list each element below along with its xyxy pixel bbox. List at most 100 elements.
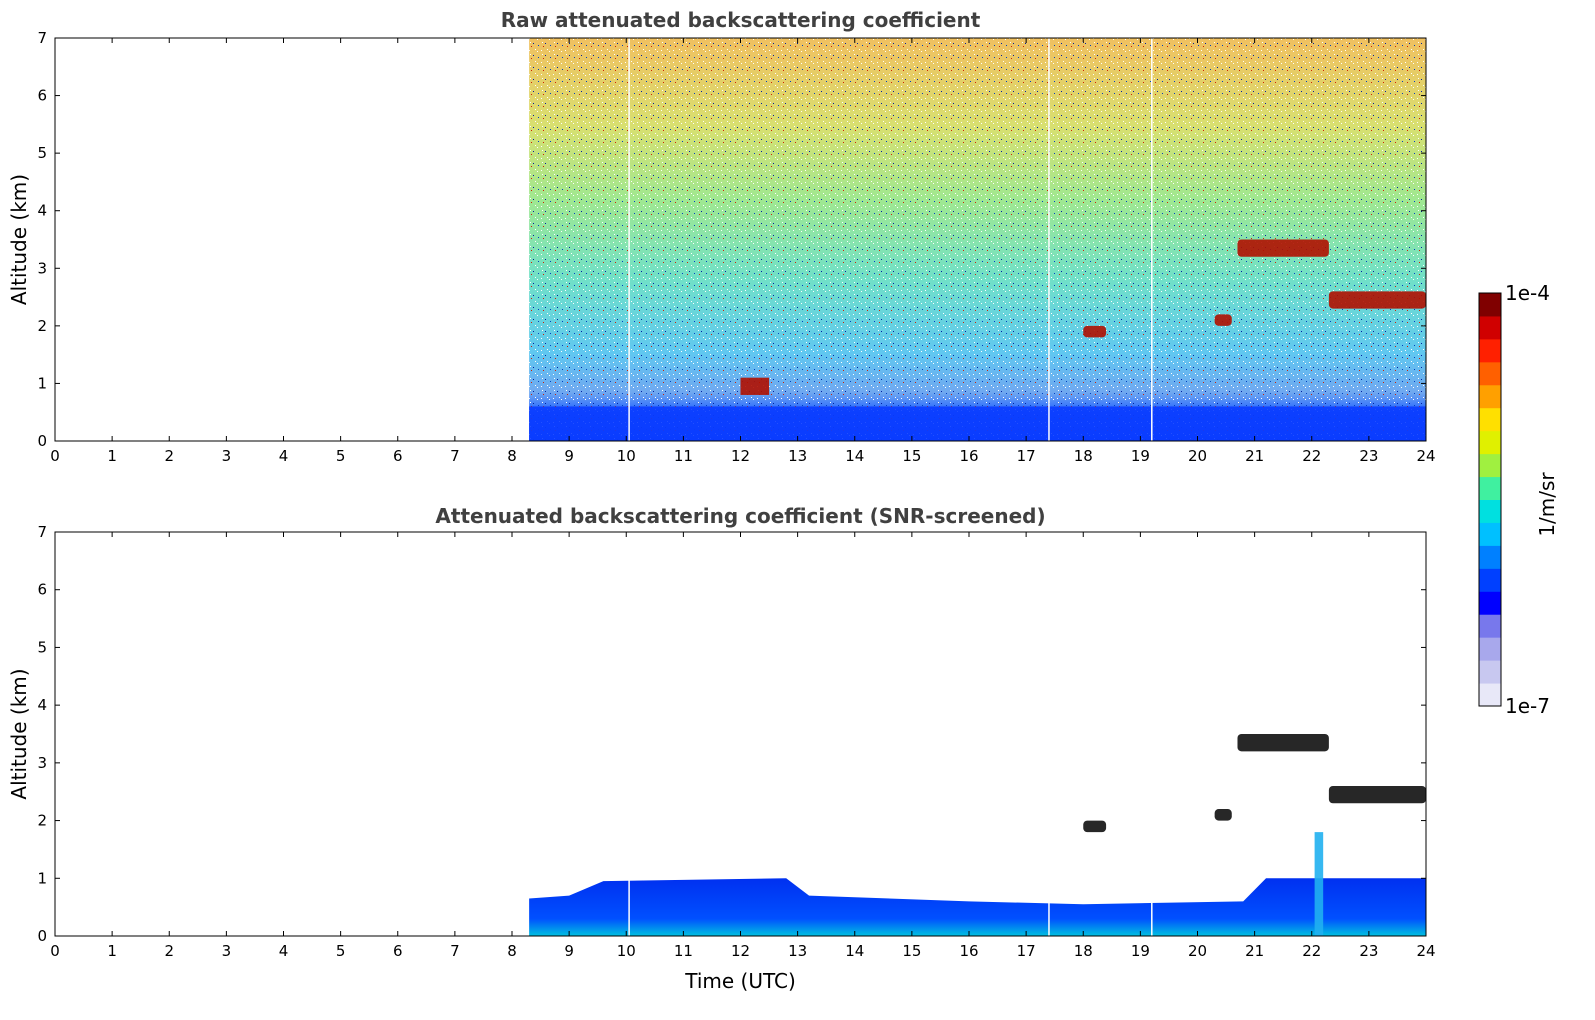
x-tick-label: 20	[1188, 447, 1207, 465]
colorbar-swatch	[1479, 568, 1501, 592]
colorbar-swatch	[1479, 614, 1501, 638]
colorbar-max-label: 1e-4	[1505, 281, 1550, 305]
colorbar-swatch	[1479, 637, 1501, 661]
heatmap-field	[529, 878, 1426, 936]
x-tick-label: 10	[617, 942, 636, 960]
chart-title: Attenuated backscattering coefficient (S…	[435, 504, 1045, 528]
colorbar-swatch	[1479, 522, 1501, 546]
x-tick-label: 14	[845, 942, 864, 960]
x-tick-label: 3	[222, 447, 232, 465]
colorbar-swatch	[1479, 315, 1501, 340]
colorbar-swatch	[1479, 338, 1501, 363]
colorbar-swatch	[1479, 384, 1501, 409]
feature-cloud-layer-6	[1328, 785, 1426, 804]
x-tick-label: 18	[1074, 942, 1093, 960]
y-tick-label: 1	[37, 869, 47, 887]
feature-cloud-layer-6	[1328, 291, 1426, 309]
colorbar-swatch	[1479, 476, 1501, 500]
y-tick-label: 6	[37, 581, 47, 599]
x-tick-label: 16	[959, 942, 978, 960]
x-tick-label: 4	[279, 942, 289, 960]
x-axis-label: Time (UTC)	[684, 969, 796, 993]
colorbar-swatch	[1479, 499, 1501, 523]
x-tick-label: 2	[164, 942, 174, 960]
x-tick-label: 17	[1017, 942, 1036, 960]
x-tick-label: 0	[50, 447, 60, 465]
x-tick-label: 3	[222, 942, 232, 960]
feature-boundary-layer-1	[529, 878, 1426, 936]
y-tick-label: 5	[37, 638, 47, 656]
y-tick-label: 4	[37, 202, 47, 220]
x-tick-label: 20	[1188, 942, 1207, 960]
feature-aerosol-cloud-layer-2	[740, 377, 770, 395]
y-tick-label: 6	[37, 87, 47, 105]
x-tick-label: 11	[674, 942, 693, 960]
feature-cloud-layer-4	[1214, 809, 1232, 821]
y-axis-label: Altitude (km)	[7, 174, 31, 305]
x-tick-label: 7	[450, 942, 460, 960]
y-tick-label: 3	[37, 754, 47, 772]
y-axis-label: Altitude (km)	[7, 668, 31, 799]
colorbar-swatch	[1479, 453, 1501, 478]
plot-frame	[54, 531, 1427, 937]
feature-plume-2	[1314, 832, 1324, 936]
x-tick-label: 16	[959, 447, 978, 465]
x-tick-label: 1	[107, 447, 117, 465]
y-tick-label: 7	[37, 29, 47, 47]
colorbar-swatch	[1479, 660, 1501, 684]
feature-cloud-layer-3	[1083, 820, 1107, 833]
y-tick-label: 5	[37, 144, 47, 162]
panel-2: 0 1 2 3 4 5 6 7 8 9 10 11 12 13 14 15 16 17 18 19 20 21 22 23 24…	[7, 504, 1436, 993]
x-tick-label: 13	[788, 942, 807, 960]
x-tick-label: 23	[1359, 447, 1378, 465]
x-tick-label: 22	[1302, 447, 1321, 465]
y-tick-label: 7	[37, 523, 47, 541]
x-tick-label: 10	[617, 447, 636, 465]
colorbar-swatch	[1479, 293, 1501, 317]
feature-cloud-layer-5	[1237, 734, 1329, 752]
x-tick-label: 8	[507, 942, 517, 960]
y-tick-label: 2	[37, 317, 47, 335]
x-tick-label: 21	[1245, 447, 1264, 465]
colorbar-swatch	[1479, 591, 1501, 615]
x-tick-label: 24	[1416, 447, 1435, 465]
x-tick-label: 9	[564, 447, 574, 465]
x-tick-label: 5	[336, 447, 346, 465]
feature-cloud-layer-3	[1083, 325, 1107, 338]
feature-cloud-layer-5	[1237, 239, 1329, 257]
y-tick-label: 3	[37, 259, 47, 277]
x-tick-label: 9	[564, 942, 574, 960]
x-tick-label: 22	[1302, 942, 1321, 960]
feature-cloud-layer-4	[1214, 314, 1232, 326]
colorbar-units-label: 1/m/sr	[1535, 472, 1559, 537]
x-tick-label: 8	[507, 447, 517, 465]
x-tick-label: 15	[902, 942, 921, 960]
colorbar-min-label: 1e-7	[1505, 694, 1550, 718]
x-tick-label: 12	[731, 942, 750, 960]
y-tick-label: 0	[37, 927, 47, 945]
x-tick-label: 7	[450, 447, 460, 465]
x-tick-label: 6	[393, 942, 403, 960]
x-tick-label: 13	[788, 447, 807, 465]
colorbar-swatch	[1479, 430, 1501, 455]
x-tick-label: 19	[1131, 942, 1150, 960]
panel-1: 0 1 2 3 4 5 6 7 8 9 10 11 12 13 14 15 16 17 18 19 20 21 22 23 24…	[7, 8, 1436, 465]
y-tick-label: 2	[37, 812, 47, 830]
x-tick-label: 4	[279, 447, 289, 465]
colorbar-swatch	[1479, 407, 1501, 432]
x-tick-label: 15	[902, 447, 921, 465]
x-tick-label: 11	[674, 447, 693, 465]
colorbar-frame	[1478, 292, 1502, 707]
x-tick-label: 1	[107, 942, 117, 960]
x-tick-label: 6	[393, 447, 403, 465]
x-tick-label: 18	[1074, 447, 1093, 465]
x-tick-label: 0	[50, 942, 60, 960]
x-tick-label: 12	[731, 447, 750, 465]
colorbar-swatch	[1479, 545, 1501, 569]
colorbar-swatch	[1479, 361, 1501, 386]
x-tick-label: 2	[164, 447, 174, 465]
x-tick-label: 14	[845, 447, 864, 465]
x-tick-label: 17	[1017, 447, 1036, 465]
feature-boundary-layer-1	[529, 406, 1426, 441]
